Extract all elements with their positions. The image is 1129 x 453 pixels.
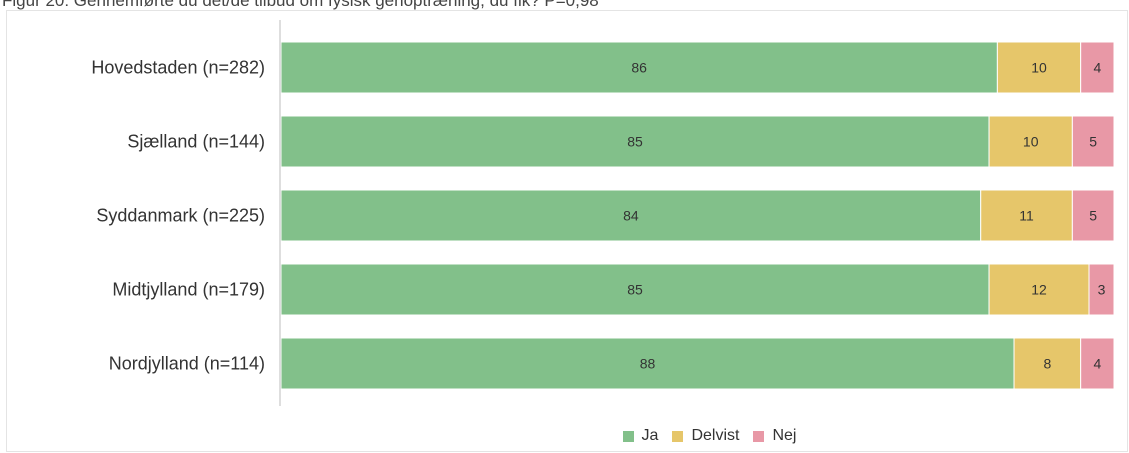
data-label: 10 bbox=[1031, 60, 1047, 76]
data-label: 86 bbox=[631, 60, 647, 76]
legend-item-nej: Nej bbox=[753, 427, 796, 445]
category-label: Hovedstaden (n=282) bbox=[91, 58, 265, 78]
bar-ja bbox=[280, 41, 998, 94]
legend-label: Ja bbox=[641, 427, 659, 444]
legend-swatch bbox=[672, 430, 684, 442]
legend-swatch bbox=[622, 430, 634, 442]
legend-item-ja: Ja bbox=[622, 427, 659, 445]
category-label: Sjælland (n=144) bbox=[127, 132, 265, 152]
data-label: 84 bbox=[623, 208, 639, 224]
data-label: 3 bbox=[1098, 282, 1106, 298]
data-label: 4 bbox=[1093, 356, 1101, 372]
data-label: 8 bbox=[1043, 356, 1051, 372]
bar-delvist bbox=[1013, 337, 1082, 390]
category-label: Syddanmark (n=225) bbox=[96, 206, 265, 226]
data-label: 5 bbox=[1089, 134, 1097, 150]
bar-delvist bbox=[988, 115, 1073, 168]
legend-label: Nej bbox=[772, 427, 797, 444]
data-label: 11 bbox=[1019, 208, 1034, 224]
bars-group: Hovedstaden (n=282) 86 10 4 Sjælland (n=144)… bbox=[91, 41, 1115, 390]
bar-nej bbox=[1071, 115, 1115, 168]
bar-nej bbox=[1088, 263, 1115, 316]
legend-item-delvist: Delvist bbox=[672, 427, 739, 445]
bar-nej bbox=[1080, 41, 1115, 94]
chart-frame bbox=[6, 10, 1128, 452]
bar-nej bbox=[1071, 189, 1115, 242]
bar-ja bbox=[280, 337, 1015, 390]
category-label: Nordjylland (n=114) bbox=[109, 354, 265, 374]
bar-ja bbox=[280, 263, 990, 316]
data-label: 88 bbox=[640, 356, 656, 372]
bar-delvist bbox=[996, 41, 1082, 94]
data-label: 12 bbox=[1031, 282, 1047, 298]
bar-ja bbox=[280, 115, 990, 168]
legend-label: Delvist bbox=[691, 427, 740, 444]
data-label: 85 bbox=[627, 282, 643, 298]
legend: Ja Delvist Nej bbox=[0, 424, 1129, 448]
data-label: 85 bbox=[627, 134, 643, 150]
category-label: Midtjylland (n=179) bbox=[112, 280, 265, 300]
data-label: 10 bbox=[1023, 134, 1039, 150]
bar-ja bbox=[280, 189, 982, 242]
chart-title: Figur 20: Gennemførte du det/de tilbud o… bbox=[2, 0, 599, 10]
data-label: 5 bbox=[1089, 208, 1097, 224]
bar-nej bbox=[1080, 337, 1115, 390]
legend-swatch bbox=[753, 430, 765, 442]
data-label: 4 bbox=[1093, 60, 1101, 76]
